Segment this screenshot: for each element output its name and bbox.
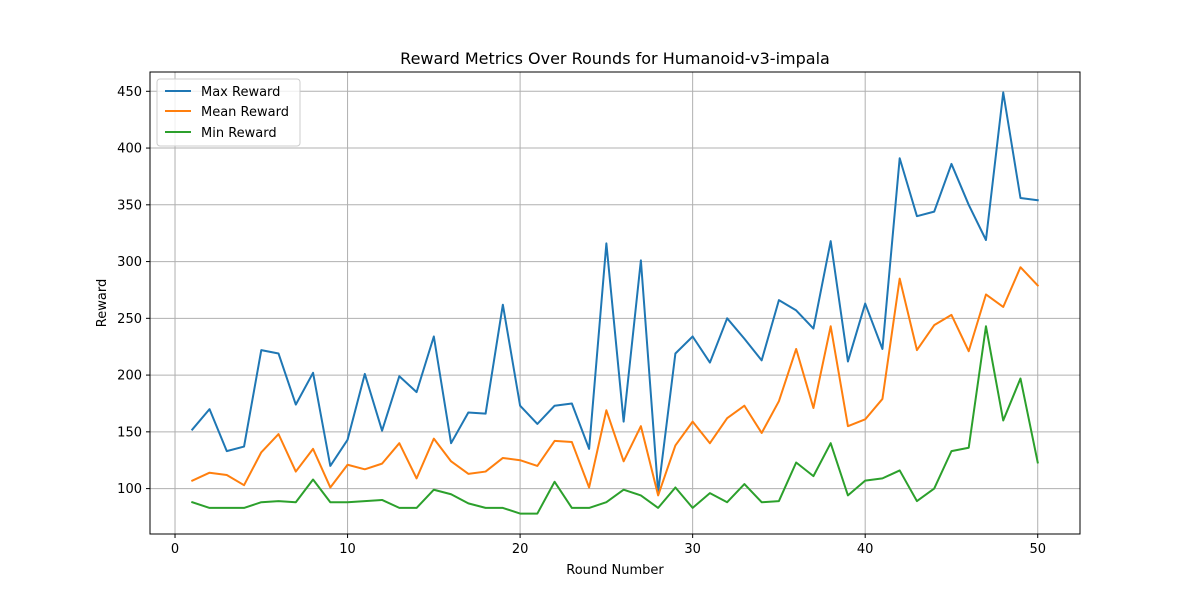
legend-box: [156, 78, 301, 147]
legend-label-max: Max Reward: [201, 85, 280, 100]
y-tick-label: 400: [117, 142, 142, 157]
y-tick-label: 150: [117, 425, 142, 440]
series-lines: [190, 91, 1040, 515]
y-axis-label: Reward: [95, 279, 110, 327]
y-tick-label: 450: [117, 85, 142, 100]
series-line-max: [190, 91, 1039, 493]
grid-lines: [150, 72, 1080, 534]
legend-label-min: Min Reward: [201, 126, 277, 141]
plot-frame: [149, 71, 1081, 535]
y-tick-label: 300: [117, 255, 142, 270]
axis-ticks: 0 10 20 30 40 50 100 150 200 250 300 350 400 450: [117, 85, 1046, 557]
y-tick-label: 250: [117, 312, 142, 327]
y-tick-label: 100: [117, 482, 142, 497]
series-line-mean: [190, 266, 1040, 497]
x-tick-label: 40: [857, 542, 874, 557]
x-tick-label: 0: [171, 542, 179, 557]
x-tick-label: 20: [512, 542, 529, 557]
chart-title: Reward Metrics Over Rounds for Humanoid-…: [400, 49, 830, 68]
legend-label-mean: Mean Reward: [201, 105, 289, 120]
y-tick-label: 350: [117, 198, 142, 213]
x-tick-label: 50: [1029, 542, 1046, 557]
legend: Max Reward Mean Reward Min Reward: [156, 78, 301, 147]
series-line-min: [191, 325, 1039, 515]
x-axis-label: Round Number: [566, 563, 664, 578]
x-tick-label: 30: [684, 542, 701, 557]
y-tick-label: 200: [117, 369, 142, 384]
x-tick-label: 10: [339, 542, 356, 557]
